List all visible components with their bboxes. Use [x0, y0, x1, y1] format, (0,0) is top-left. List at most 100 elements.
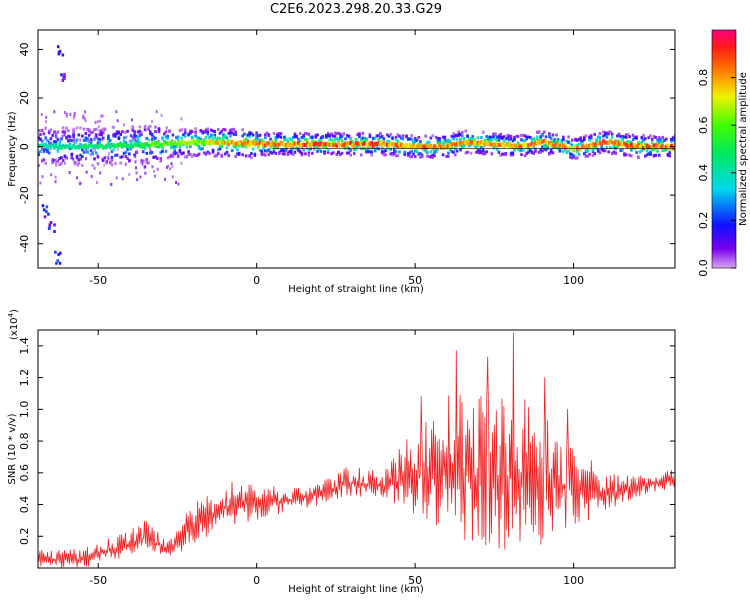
spectrogram-core-cell [337, 141, 340, 146]
spectrogram-cell [664, 137, 668, 141]
spectrogram-cell [345, 151, 349, 155]
spectrogram-core-cell [56, 146, 60, 151]
spectrogram-cell [203, 151, 206, 155]
spectrogram-cell [182, 151, 185, 155]
spectrogram-speckle [93, 148, 96, 152]
spectrogram-core-cell [192, 140, 196, 145]
spectrogram-cell [576, 138, 579, 142]
spectrogram-cell [321, 135, 325, 139]
spectrogram-core-cell [87, 143, 91, 148]
spectrogram-cell [190, 135, 194, 139]
spectrogram-core-cell [208, 139, 211, 144]
spectrogram-cell [119, 161, 122, 165]
spectrogram-cell [509, 134, 513, 138]
spectrogram-cell [328, 133, 332, 137]
spectrogram-cell [518, 149, 522, 153]
spectrogram-core-cell [433, 144, 436, 149]
spectrogram-cell [255, 131, 258, 135]
spectrogram-core-cell [497, 143, 501, 148]
spectrogram-cell [70, 156, 74, 160]
spectrogram-cell [555, 140, 558, 144]
spectrogram-cell [602, 149, 605, 153]
spectrogram-cell [128, 152, 131, 156]
spectrogram-core-cell [643, 144, 647, 149]
spectrogram-core-cell [631, 144, 635, 149]
spectrogram-cell [621, 136, 624, 140]
spectrogram-cell [396, 154, 400, 158]
spectrogram-core-cell [446, 143, 450, 148]
spectrogram-cell [516, 134, 520, 138]
colorbar-gradient [711, 29, 737, 269]
spectrogram-cell [49, 128, 53, 132]
spectrogram-cell [413, 149, 417, 153]
spectrogram-cell [478, 151, 482, 155]
spectrogram-cell [588, 135, 591, 139]
spectrogram-speckle [132, 136, 135, 140]
spectrogram-core-cell [340, 143, 344, 148]
spectrogram-core-cell [560, 145, 564, 150]
spectrogram-cell [657, 136, 661, 140]
spectrogram-cell [408, 151, 412, 155]
spectrogram-cell [206, 130, 210, 134]
spectrogram-core-cell [455, 141, 459, 146]
spectrogram-speckle [111, 125, 114, 129]
spectrogram-cell [75, 138, 79, 142]
spectrogram-speckle [164, 177, 167, 181]
spectrogram-cell [570, 138, 574, 142]
colorbar-tick-label: 0.2 [697, 212, 710, 230]
spectrogram-cell [562, 138, 565, 142]
spectrogram-core-cell [471, 140, 475, 145]
spectrogram-cell [49, 137, 53, 141]
spectrogram-cell [295, 134, 299, 138]
spectrogram-cell [408, 137, 412, 141]
spectrogram-core-cell [542, 138, 546, 143]
spectrogram-cell [248, 131, 251, 135]
spectrogram-speckle [38, 129, 41, 133]
spectrogram-cell [42, 158, 46, 162]
spectrogram-cell [253, 138, 257, 142]
spectrogram-speckle [135, 166, 138, 170]
spectrogram-core-cell [58, 145, 62, 150]
spectrogram-cell [380, 147, 384, 151]
spectrogram-cell [208, 152, 211, 156]
spectrogram-core-cell [63, 145, 67, 150]
snr-x-tick-label: 100 [563, 574, 584, 587]
spectrogram-cell [264, 153, 267, 157]
spectrogram-cell [295, 146, 299, 150]
spectrogram-cell [250, 131, 253, 135]
spectrogram-speckle [135, 171, 138, 175]
spectrogram-cell [614, 146, 617, 150]
spectrogram-cell [671, 138, 675, 142]
spectrogram-cell [671, 136, 675, 140]
spectrogram-core-cell [201, 139, 204, 144]
spectrogram-cell [670, 147, 673, 151]
spectrogram-cell [244, 137, 248, 141]
spectrogram-cell [173, 144, 176, 148]
spectrogram-cell [155, 141, 159, 145]
spectrogram-core-cell [452, 141, 455, 146]
spectrogram-core-cell [443, 145, 447, 150]
spectrogram-cell [222, 135, 225, 139]
spectrogram-core-cell [46, 144, 49, 149]
spectrogram-cell [410, 149, 414, 153]
spectrogram-cell [227, 153, 231, 157]
spectrogram-core-cell [178, 142, 182, 147]
spectrogram-cell [161, 146, 164, 150]
spectrogram-core-cell [664, 145, 668, 150]
spectrogram-cell [532, 146, 536, 150]
spectrogram-speckle [103, 163, 106, 167]
spectrogram-cell [201, 131, 204, 135]
spectrogram-cell [447, 138, 450, 142]
spectrogram-cell [386, 140, 389, 144]
spectrogram-cell [405, 135, 408, 139]
spectrogram-cell [467, 144, 471, 148]
spectrogram-cell [548, 132, 551, 136]
spectrogram-cell [542, 145, 546, 149]
spectrogram-core-cell [148, 143, 152, 148]
spectrogram-cell [490, 152, 494, 156]
spectrogram-core-cell [232, 141, 236, 146]
spectrogram-cell [311, 151, 314, 155]
spectrogram-cell [274, 136, 278, 140]
spectrogram-cell [290, 138, 293, 142]
